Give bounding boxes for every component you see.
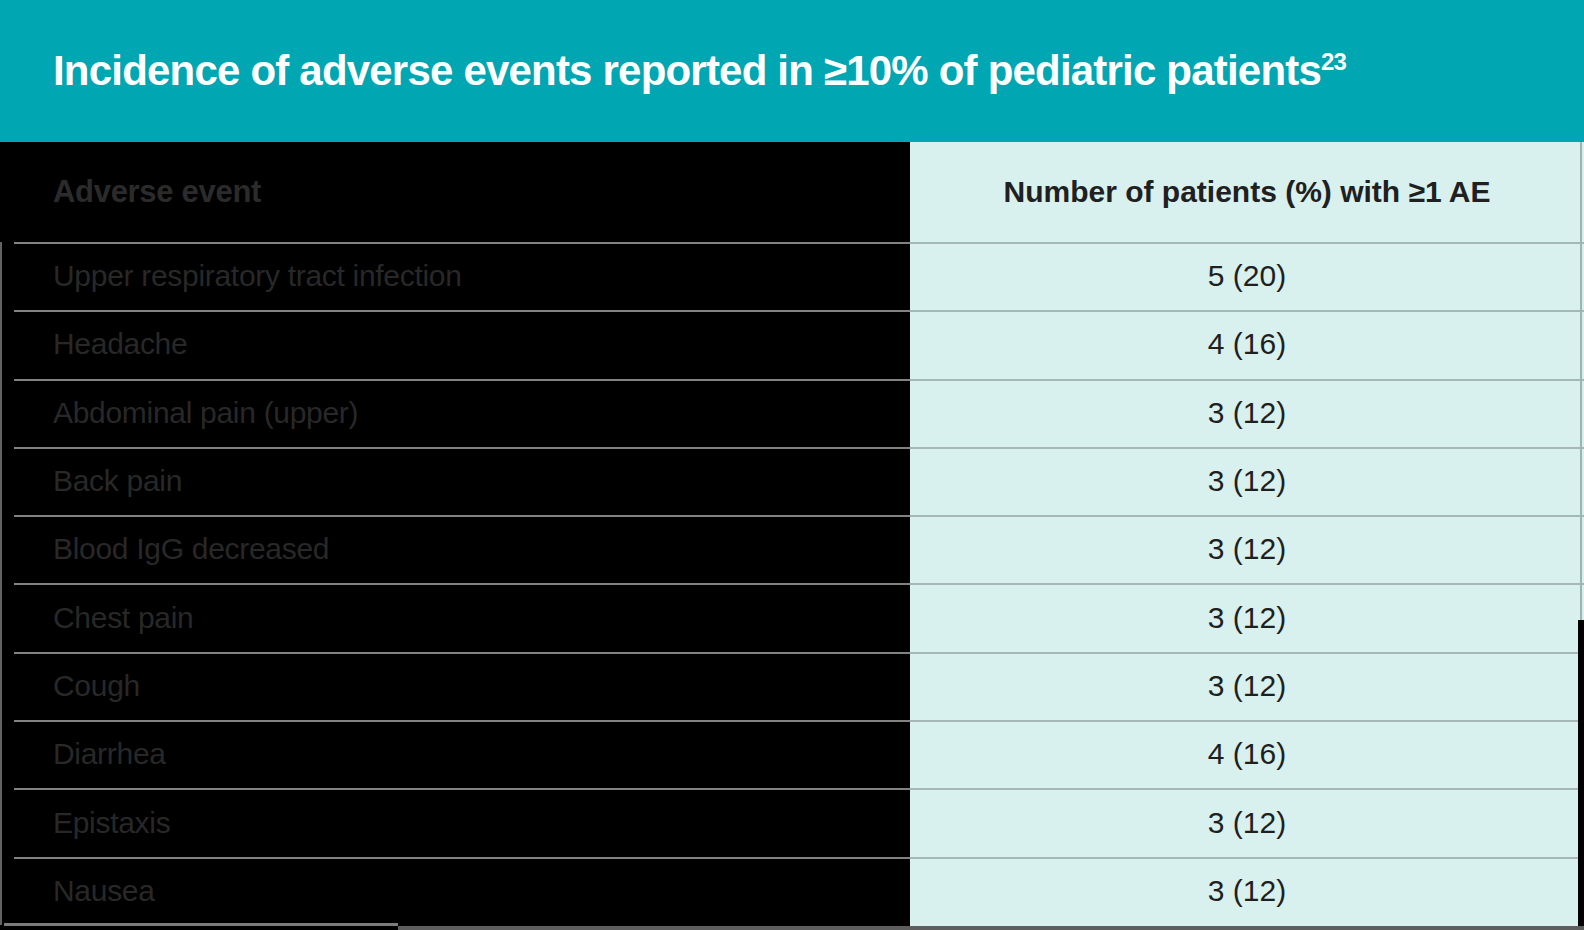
right-edge-strip [1578, 620, 1584, 930]
adverse-event-cell: Headache [0, 310, 910, 378]
table-header-row: Adverse event Number of patients (%) wit… [0, 142, 1584, 242]
table-row: Headache 4 (16) [0, 310, 1584, 378]
adverse-event-cell: Nausea [0, 857, 910, 925]
table-right-border [1580, 142, 1582, 620]
patient-count-cell: 4 (16) [910, 720, 1584, 788]
page-title: Incidence of adverse events reported in … [53, 47, 1346, 95]
adverse-event-cell: Epistaxis [0, 788, 910, 856]
title-text: Incidence of adverse events reported in … [53, 47, 1321, 94]
patient-count-cell: 4 (16) [910, 310, 1584, 378]
table-row: Nausea 3 (12) [0, 857, 1584, 925]
patient-count-cell: 3 (12) [910, 447, 1584, 515]
bottom-border-right-segment [398, 926, 1584, 930]
title-reference-superscript: 23 [1321, 48, 1346, 75]
adverse-event-cell: Abdominal pain (upper) [0, 379, 910, 447]
table-row: Cough 3 (12) [0, 652, 1584, 720]
adverse-event-cell: Cough [0, 652, 910, 720]
table-left-border [0, 242, 2, 925]
patient-count-cell: 3 (12) [910, 515, 1584, 583]
adverse-event-cell: Blood IgG decreased [0, 515, 910, 583]
patient-count-cell: 3 (12) [910, 857, 1584, 925]
adverse-events-figure: Incidence of adverse events reported in … [0, 0, 1584, 930]
adverse-event-cell: Upper respiratory tract infection [0, 242, 910, 310]
adverse-events-table: Adverse event Number of patients (%) wit… [0, 142, 1584, 930]
patient-count-cell: 3 (12) [910, 788, 1584, 856]
bottom-divider-left-segment [4, 923, 398, 926]
table-row: Epistaxis 3 (12) [0, 788, 1584, 856]
adverse-event-cell: Diarrhea [0, 720, 910, 788]
table-row: Blood IgG decreased 3 (12) [0, 515, 1584, 583]
table-row: Abdominal pain (upper) 3 (12) [0, 379, 1584, 447]
patient-count-cell: 3 (12) [910, 583, 1584, 651]
table-row: Upper respiratory tract infection 5 (20) [0, 242, 1584, 310]
adverse-event-cell: Back pain [0, 447, 910, 515]
table-row: Diarrhea 4 (16) [0, 720, 1584, 788]
table-row: Back pain 3 (12) [0, 447, 1584, 515]
column-header-patient-count: Number of patients (%) with ≥1 AE [910, 142, 1584, 242]
column-header-adverse-event: Adverse event [0, 142, 910, 242]
patient-count-cell: 3 (12) [910, 379, 1584, 447]
patient-count-cell: 5 (20) [910, 242, 1584, 310]
table-title-bar: Incidence of adverse events reported in … [0, 0, 1584, 142]
table-row: Chest pain 3 (12) [0, 583, 1584, 651]
patient-count-cell: 3 (12) [910, 652, 1584, 720]
adverse-event-cell: Chest pain [0, 583, 910, 651]
